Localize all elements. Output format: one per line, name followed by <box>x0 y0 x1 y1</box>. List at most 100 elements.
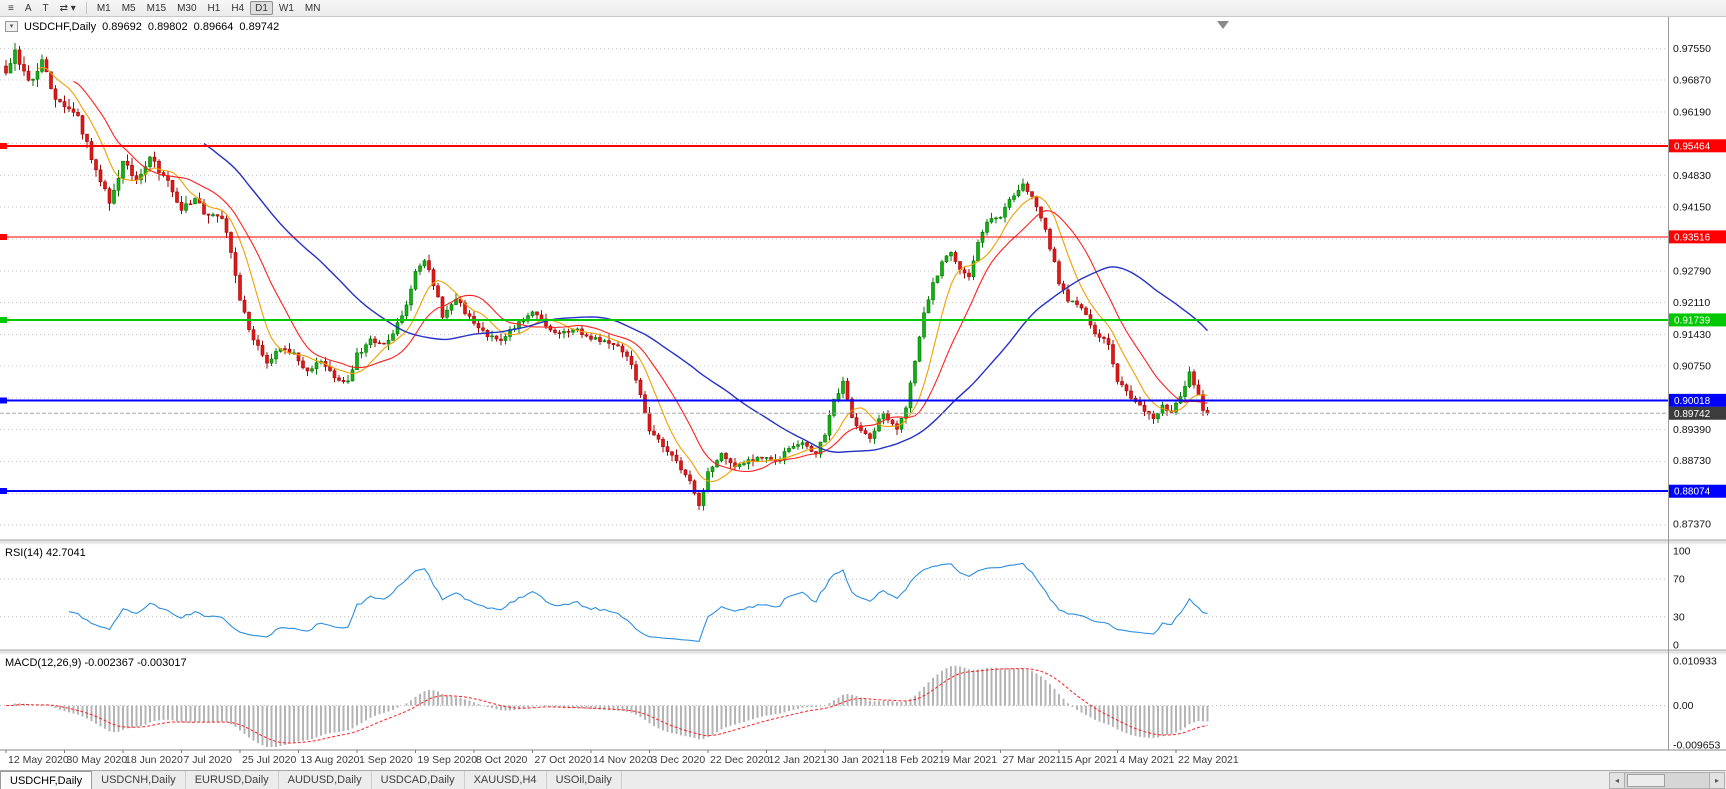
rsi-axis-label: 70 <box>1673 574 1685 586</box>
chart-tabbar: USDCHF,Daily USDCNH,Daily EURUSD,Daily AUDU… <box>0 770 1726 789</box>
hline-price-badge-text: 0.88074 <box>1674 487 1711 498</box>
hline-price-badge: 0.93516 <box>1669 230 1726 244</box>
chart-tab-usoil[interactable]: USOil,Daily <box>547 771 622 789</box>
chart-tabs: USDCHF,Daily USDCNH,Daily EURUSD,Daily AUDU… <box>0 771 622 789</box>
rsi-axis-label: 100 <box>1673 546 1691 558</box>
chart-tab-xauusd[interactable]: XAUUSD,H4 <box>465 771 547 789</box>
hline-price-badge-text: 0.93516 <box>1674 232 1711 243</box>
macd-signal-line <box>5 668 1208 744</box>
macd-axis-label: -0.009653 <box>1673 740 1720 752</box>
hline-0.95464[interactable] <box>0 142 1668 149</box>
date-axis-label: 15 Apr 2021 <box>1061 754 1118 766</box>
price-axis-label: 0.94150 <box>1673 202 1711 214</box>
macd-indicator-label: MACD(12,26,9) -0.002367 -0.003017 <box>5 657 187 669</box>
current-price-badge: 0.89742 <box>1669 406 1726 420</box>
date-axis-label: 30 May 2020 <box>67 754 128 766</box>
chart-shift-marker[interactable] <box>1217 21 1229 29</box>
hline-price-badge: 0.91739 <box>1669 313 1726 327</box>
date-axis-label: 27 Mar 2021 <box>1003 754 1062 766</box>
ma-fast-line <box>37 66 1208 483</box>
macd-axis-label: 0.00 <box>1673 700 1694 712</box>
timeframe-button-m5[interactable]: M5 <box>121 3 136 14</box>
tab-scroll-thumb[interactable] <box>1627 773 1665 787</box>
macd-axis-label: 0.010933 <box>1673 656 1717 668</box>
date-axis-label: 27 Oct 2020 <box>535 754 592 766</box>
ma-mid-line <box>73 80 1208 473</box>
high-value: 0.89802 <box>147 20 188 33</box>
close-value: 0.89742 <box>239 20 280 33</box>
timeframe-button-m15[interactable]: M15 <box>146 3 167 14</box>
date-axis-label: 14 Nov 2020 <box>593 754 653 766</box>
toolbar-separator <box>85 2 87 14</box>
top-toolbar: ≡ A T ⇄ ▾ M1 M5 M15 M30 H1 H4 D1 W1 MN <box>0 0 1726 17</box>
text-tool-button[interactable]: T <box>42 3 49 14</box>
hline-handle[interactable] <box>0 316 7 323</box>
hline-price-badge: 0.90018 <box>1669 393 1726 407</box>
date-axis-label: 7 Jul 2020 <box>184 754 233 766</box>
timeframe-button-m1[interactable]: M1 <box>96 3 111 14</box>
hline-0.88074[interactable] <box>0 488 1668 495</box>
price-axis-label: 0.88730 <box>1673 455 1711 467</box>
chart-canvas[interactable]: 0.97550 0.96870 0.96190 0.94830 0.94150 0.927… <box>0 17 1726 770</box>
hline-handle[interactable] <box>0 397 7 404</box>
chart-tab-usdcad[interactable]: USDCAD,Daily <box>372 771 465 789</box>
low-value: 0.89664 <box>193 20 234 33</box>
timeframe-button-h1[interactable]: H1 <box>207 3 221 14</box>
symbol-timeframe-label: USDCHF,Daily <box>24 20 97 33</box>
timeframe-button-m30[interactable]: M30 <box>177 3 197 14</box>
date-axis-label: 22 May 2021 <box>1178 754 1239 766</box>
pane-separator[interactable] <box>0 540 1726 544</box>
timeframe-button-h4[interactable]: H4 <box>231 3 245 14</box>
rsi-axis-label: 30 <box>1673 611 1685 623</box>
chart-tab-usdcnh[interactable]: USDCNH,Daily <box>92 771 186 789</box>
price-axis-label: 0.87370 <box>1673 519 1711 531</box>
price-axis-label: 0.92110 <box>1673 297 1710 309</box>
chevron-down-icon[interactable]: ▾ <box>5 21 18 32</box>
candles <box>4 42 1210 511</box>
open-value: 0.89692 <box>102 20 142 33</box>
chart-tab-audusd[interactable]: AUDUSD,Daily <box>279 771 372 789</box>
date-axis-label: 25 Jul 2020 <box>242 754 296 766</box>
macd-histogram <box>9 665 1209 747</box>
price-axis-label: 0.91430 <box>1673 329 1711 341</box>
price-axis-label: 0.97550 <box>1673 43 1711 55</box>
date-axis-label: 30 Jan 2021 <box>827 754 885 766</box>
rsi-line <box>68 562 1208 642</box>
timeframe-button-group: M1 M5 M15 M30 H1 H4 D1 W1 MN <box>92 1 326 15</box>
chart-tab-eurusd[interactable]: EURUSD,Daily <box>186 771 279 789</box>
price-axis-label: 0.94830 <box>1673 170 1711 182</box>
chart-shift-button[interactable]: ⇄ ▾ <box>59 3 76 14</box>
tabbar-scrollbar[interactable]: ◂ ▸ <box>1609 771 1726 789</box>
hline-price-badge-text: 0.95464 <box>1674 141 1711 152</box>
price-axis-label: 0.96870 <box>1673 75 1711 87</box>
date-axis-label: 19 Sep 2020 <box>418 754 478 766</box>
hline-handle[interactable] <box>0 233 7 240</box>
hline-price-badge: 0.88074 <box>1669 484 1726 498</box>
date-axis-label: 9 Mar 2021 <box>944 754 997 766</box>
tab-scroll-left-button[interactable]: ◂ <box>1609 771 1625 789</box>
tab-scroll-right-button[interactable]: ▸ <box>1709 771 1725 789</box>
hline-price-badge: 0.95464 <box>1669 139 1726 152</box>
chart-window: 0.97550 0.96870 0.96190 0.94830 0.94150 0.927… <box>0 17 1726 770</box>
ohlc-values: 0.89692 0.89802 0.89664 0.89742 <box>102 21 279 33</box>
date-axis-label: 22 Dec 2020 <box>710 754 770 766</box>
timeframe-button-mn[interactable]: MN <box>304 3 321 14</box>
tab-scroll-track[interactable] <box>1625 771 1709 789</box>
cursor-tool-button[interactable]: A <box>24 3 32 14</box>
hline-0.90018[interactable] <box>0 397 1668 404</box>
pane-separator[interactable] <box>0 650 1726 654</box>
date-axis-label: 1 Sep 2020 <box>359 754 413 766</box>
hline-handle[interactable] <box>0 142 7 149</box>
hline-handle[interactable] <box>0 488 7 495</box>
date-axis-label: 13 Aug 2020 <box>301 754 360 766</box>
rsi-indicator-label: RSI(14) 42.7041 <box>5 547 86 559</box>
chart-tab-usdchf[interactable]: USDCHF,Daily <box>0 771 93 789</box>
hline-0.91739[interactable] <box>0 316 1668 323</box>
chart-type-button[interactable]: ≡ <box>8 3 14 14</box>
timeframe-button-w1[interactable]: W1 <box>278 3 294 14</box>
hline-0.93516[interactable] <box>0 233 1668 240</box>
price-axis-label: 0.90750 <box>1673 361 1711 373</box>
price-axis-label: 0.96190 <box>1673 106 1711 118</box>
date-axis-label: 8 Oct 2020 <box>476 754 528 766</box>
timeframe-button-d1[interactable]: D1 <box>250 1 273 15</box>
